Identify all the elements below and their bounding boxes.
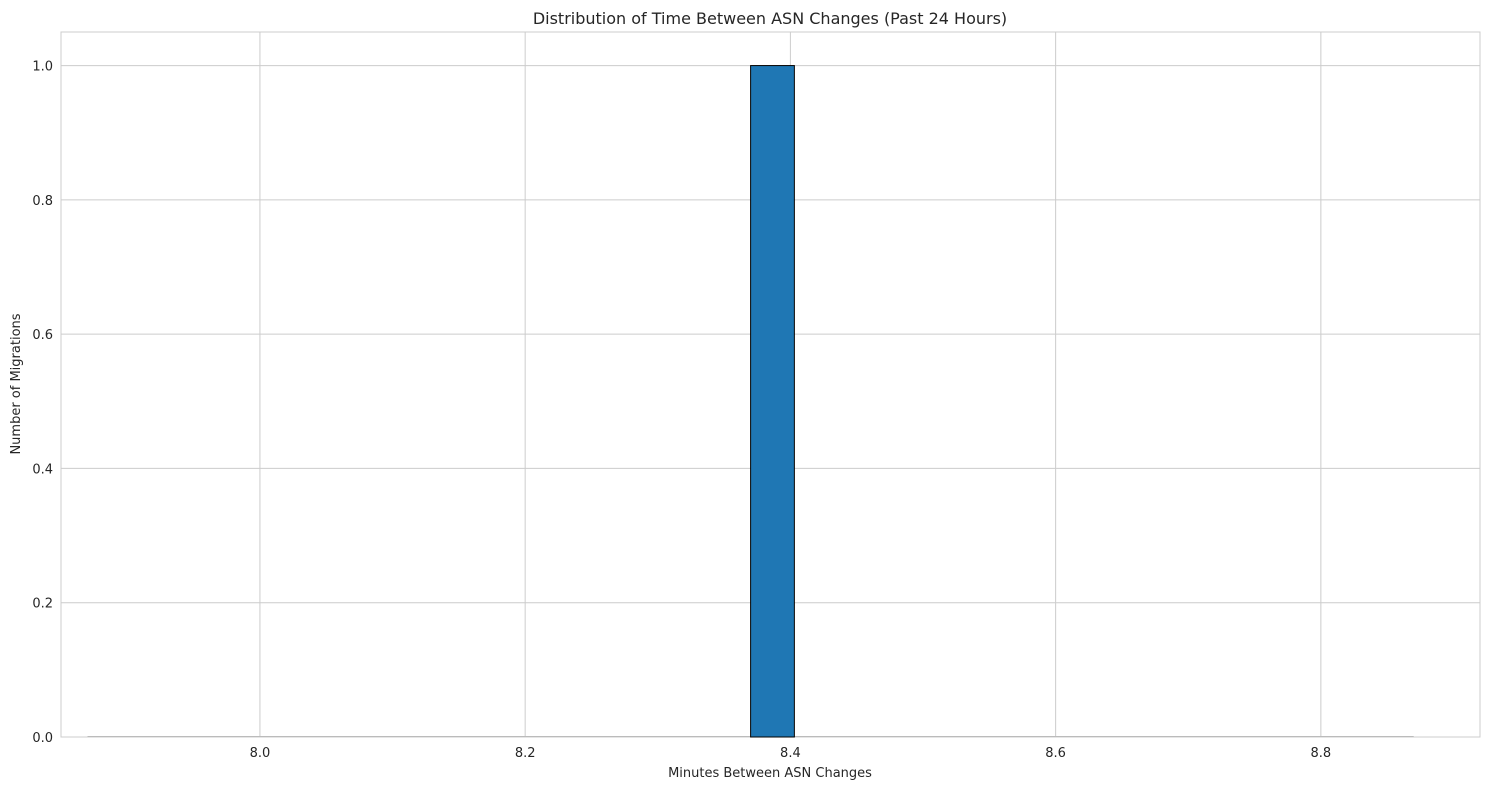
x-tick-label: 8.8 (1311, 746, 1332, 761)
x-tick-label: 8.4 (780, 746, 801, 761)
x-tick-label: 8.2 (515, 746, 536, 761)
y-tick-label: 0.0 (32, 731, 53, 746)
histogram-bar (750, 65, 795, 738)
x-tick-label: 8.0 (250, 746, 271, 761)
y-tick-label: 1.0 (32, 60, 53, 75)
y-tick-labels: 0.0 0.2 0.4 0.6 0.8 1.0 (32, 60, 53, 746)
chart-title: Distribution of Time Between ASN Changes… (533, 9, 1007, 28)
y-axis-label: Number of Migrations (9, 313, 24, 454)
x-tick-label: 8.6 (1045, 746, 1066, 761)
x-axis-label: Minutes Between ASN Changes (668, 766, 872, 781)
y-tick-label: 0.2 (32, 597, 53, 612)
x-tick-labels: 8.0 8.2 8.4 8.6 8.8 (250, 746, 1332, 761)
y-tick-label: 0.4 (32, 462, 53, 477)
y-tick-label: 0.8 (32, 194, 53, 209)
histogram-bars (750, 65, 795, 738)
y-tick-label: 0.6 (32, 328, 53, 343)
